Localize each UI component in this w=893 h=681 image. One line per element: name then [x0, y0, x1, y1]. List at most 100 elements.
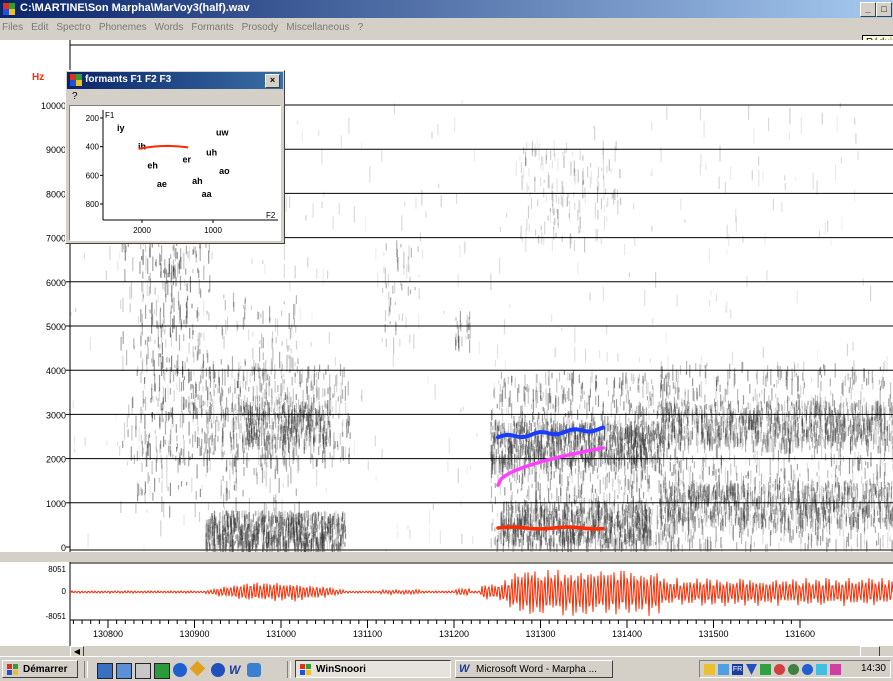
menu-formants[interactable]: Formants — [187, 18, 237, 33]
clock: 14:30 — [861, 663, 886, 674]
taskbar-button-winsnoori[interactable]: WinSnoori — [295, 660, 451, 678]
vowel-label-ih: ih — [138, 142, 146, 152]
start-label: Démarrer — [23, 664, 67, 675]
taskbar-separator — [287, 661, 291, 678]
excel-icon[interactable] — [154, 663, 170, 679]
close-icon[interactable]: × — [265, 74, 280, 88]
formants-window-titlebar[interactable]: formants F1 F2 F3 × — [67, 72, 283, 89]
formants-window[interactable]: formants F1 F2 F3 × ? F1 F2 200 400 600 800… — [65, 70, 285, 244]
show-desktop-icon[interactable] — [97, 663, 113, 679]
frequency-tick-label: 4000 — [46, 366, 66, 376]
time-tick-label: 131500 — [698, 629, 728, 639]
amplitude-tick-label: -8051 — [46, 612, 67, 621]
messenger-tray-icon[interactable] — [802, 664, 813, 675]
vowel-label-ao: ao — [219, 166, 230, 176]
start-button[interactable]: Démarrer — [2, 660, 78, 678]
f1-tick-label: 200 — [86, 114, 100, 123]
menu-words[interactable]: Words — [151, 18, 188, 33]
vowel-label-er: er — [182, 155, 191, 165]
menu-files[interactable]: Files — [0, 18, 27, 33]
frequency-tick-label: 1000 — [46, 499, 66, 509]
time-tick-label: 131400 — [612, 629, 642, 639]
vowel-label-aa: aa — [202, 189, 213, 199]
filter-icon[interactable] — [746, 664, 757, 675]
f1-tick-label: 600 — [86, 171, 100, 180]
display-icon[interactable] — [816, 664, 827, 675]
f2-tick-label: 2000 — [133, 226, 151, 235]
menu-miscellaneous[interactable]: Miscellaneous — [282, 18, 353, 33]
volume-icon[interactable] — [704, 664, 715, 675]
waveform-canvas[interactable]: 8051 0 -8051 130800 130900 131000 131100 13120… — [0, 562, 893, 646]
vowel-label-iy: iy — [117, 123, 125, 133]
frequency-tick-label: 6000 — [46, 278, 66, 288]
update-icon[interactable] — [788, 664, 799, 675]
frequency-tick-label: 2000 — [46, 455, 66, 465]
vowel-label-ah: ah — [192, 176, 203, 186]
vowel-label-uh: uh — [206, 147, 217, 157]
taskbar: Démarrer W WinSnoori W Microsoft Word - … — [0, 656, 893, 681]
time-tick-label: 131100 — [353, 629, 382, 639]
f1-axis-label: F1 — [105, 111, 115, 120]
formants-help-menu[interactable]: ? — [72, 91, 78, 102]
f1-tick-label: 800 — [86, 200, 100, 209]
amplitude-tick-label: 0 — [62, 587, 67, 596]
graph-icon[interactable] — [830, 664, 841, 675]
printer-icon[interactable] — [760, 664, 771, 675]
taskbar-button-label: Microsoft Word - Marpha ... — [476, 664, 597, 675]
waveform-trace — [70, 570, 893, 616]
maximize-button[interactable]: □ — [876, 2, 892, 17]
f2-axis-label: F2 — [266, 211, 276, 220]
frequency-tick-label: 5000 — [46, 322, 66, 332]
internet-explorer-icon[interactable] — [173, 663, 187, 677]
time-tick-label: 131600 — [785, 629, 815, 639]
language-icon[interactable]: FR — [732, 664, 743, 675]
vowel-chart-axes: 200 400 600 800 2000 1000 — [86, 114, 223, 235]
search-icon[interactable] — [247, 663, 261, 677]
menu-help[interactable]: ? — [354, 18, 368, 33]
menu-phonemes[interactable]: Phonemes — [95, 18, 151, 33]
amplitude-tick-label: 8051 — [48, 565, 66, 574]
explorer-icon[interactable] — [135, 663, 151, 679]
frequency-tick-label: 10000 — [41, 101, 66, 111]
time-tick-label: 130800 — [93, 629, 123, 639]
menu-edit[interactable]: Edit — [27, 18, 52, 33]
winsnoori-icon — [299, 663, 312, 676]
minimize-button[interactable]: _ — [860, 2, 876, 17]
frequency-tick-label: 9000 — [46, 145, 66, 155]
time-tick-label: 131200 — [439, 629, 469, 639]
time-tick-label: 130900 — [179, 629, 209, 639]
time-axis: 130800 130900 131000 131100 131200 131300 1314… — [73, 620, 815, 639]
waveform-panel[interactable]: 8051 0 -8051 130800 130900 131000 131100 13120… — [0, 562, 893, 646]
formants-window-title: formants F1 F2 F3 — [85, 74, 171, 85]
frequency-tick-label: 3000 — [46, 410, 66, 420]
window-title: C:\MARTINE\Son Marpha\MarVoy3(half).wav — [20, 2, 250, 14]
taskbar-button-word[interactable]: W Microsoft Word - Marpha ... — [455, 660, 613, 678]
outlook-icon[interactable] — [116, 663, 132, 679]
system-tray: FR 14:30 — [699, 660, 891, 678]
windows-logo-icon — [6, 663, 19, 676]
title-bar: C:\MARTINE\Son Marpha\MarVoy3(half).wav … — [0, 0, 893, 18]
pen-icon[interactable] — [190, 661, 206, 677]
menu-prosody[interactable]: Prosody — [238, 18, 283, 33]
f1-tick-label: 400 — [86, 143, 100, 152]
app-icon[interactable] — [2, 1, 17, 16]
time-tick-label: 131300 — [525, 629, 555, 639]
frequency-unit-label: Hz — [32, 72, 44, 83]
f2-tick-label: 1000 — [204, 226, 222, 235]
antivirus-icon[interactable] — [774, 664, 785, 675]
frequency-tick-label: 7000 — [46, 234, 66, 244]
word-doc-icon: W — [459, 663, 472, 676]
vowel-label-ae: ae — [157, 179, 167, 189]
messenger-icon[interactable] — [211, 663, 225, 677]
network-icon[interactable] — [718, 664, 729, 675]
frequency-tick-label: 8000 — [46, 189, 66, 199]
waveform-amplitude-labels: 8051 0 -8051 — [46, 565, 67, 621]
menu-spectro[interactable]: Spectro — [52, 18, 94, 33]
taskbar-separator — [84, 661, 88, 678]
frequency-tick-label: 0 — [61, 543, 66, 552]
time-tick-label: 131000 — [266, 629, 296, 639]
word-icon[interactable]: W — [229, 663, 243, 677]
